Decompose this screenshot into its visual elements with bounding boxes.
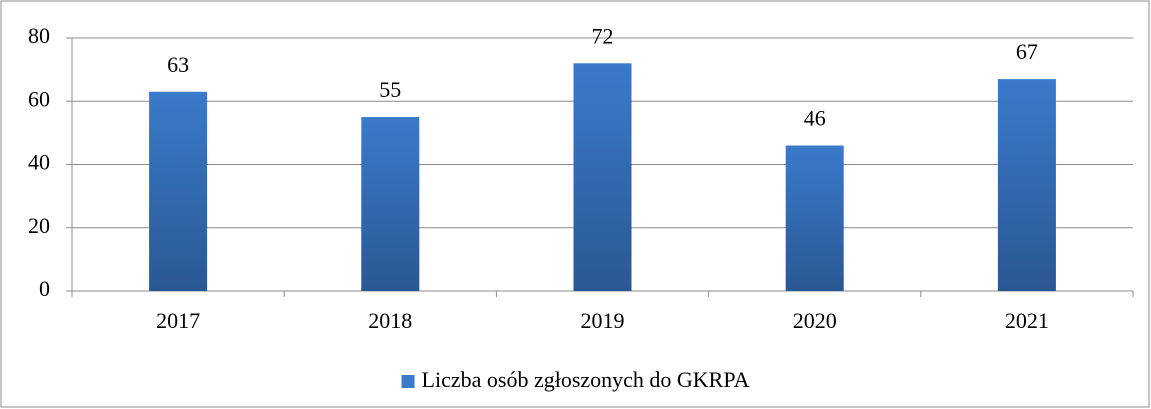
x-tick-label: 2021 — [1005, 308, 1049, 333]
x-tick-label: 2018 — [368, 308, 412, 333]
legend-label: Liczba osób zgłoszonych do GKRPA — [422, 367, 750, 392]
data-label: 46 — [804, 106, 826, 131]
bar-shade — [361, 117, 420, 291]
y-tick-label: 0 — [39, 276, 50, 301]
bar-shade — [573, 63, 632, 291]
bar-shade — [785, 145, 844, 291]
y-tick-label: 80 — [28, 23, 50, 48]
x-tick-label: 2017 — [156, 308, 200, 333]
bar-shade — [149, 91, 208, 291]
y-tick-label: 60 — [28, 86, 50, 111]
data-label: 63 — [167, 52, 189, 77]
legend-item: Liczba osób zgłoszonych do GKRPA — [401, 367, 750, 392]
data-label: 67 — [1016, 39, 1038, 64]
bar-shade — [997, 79, 1056, 291]
y-tick-label: 20 — [28, 213, 50, 238]
data-label: 72 — [592, 23, 614, 48]
y-tick-label: 40 — [28, 150, 50, 175]
x-tick-label: 2020 — [793, 308, 837, 333]
data-label: 55 — [379, 77, 401, 102]
legend-swatch — [401, 375, 415, 388]
x-tick-label: 2019 — [581, 308, 625, 333]
